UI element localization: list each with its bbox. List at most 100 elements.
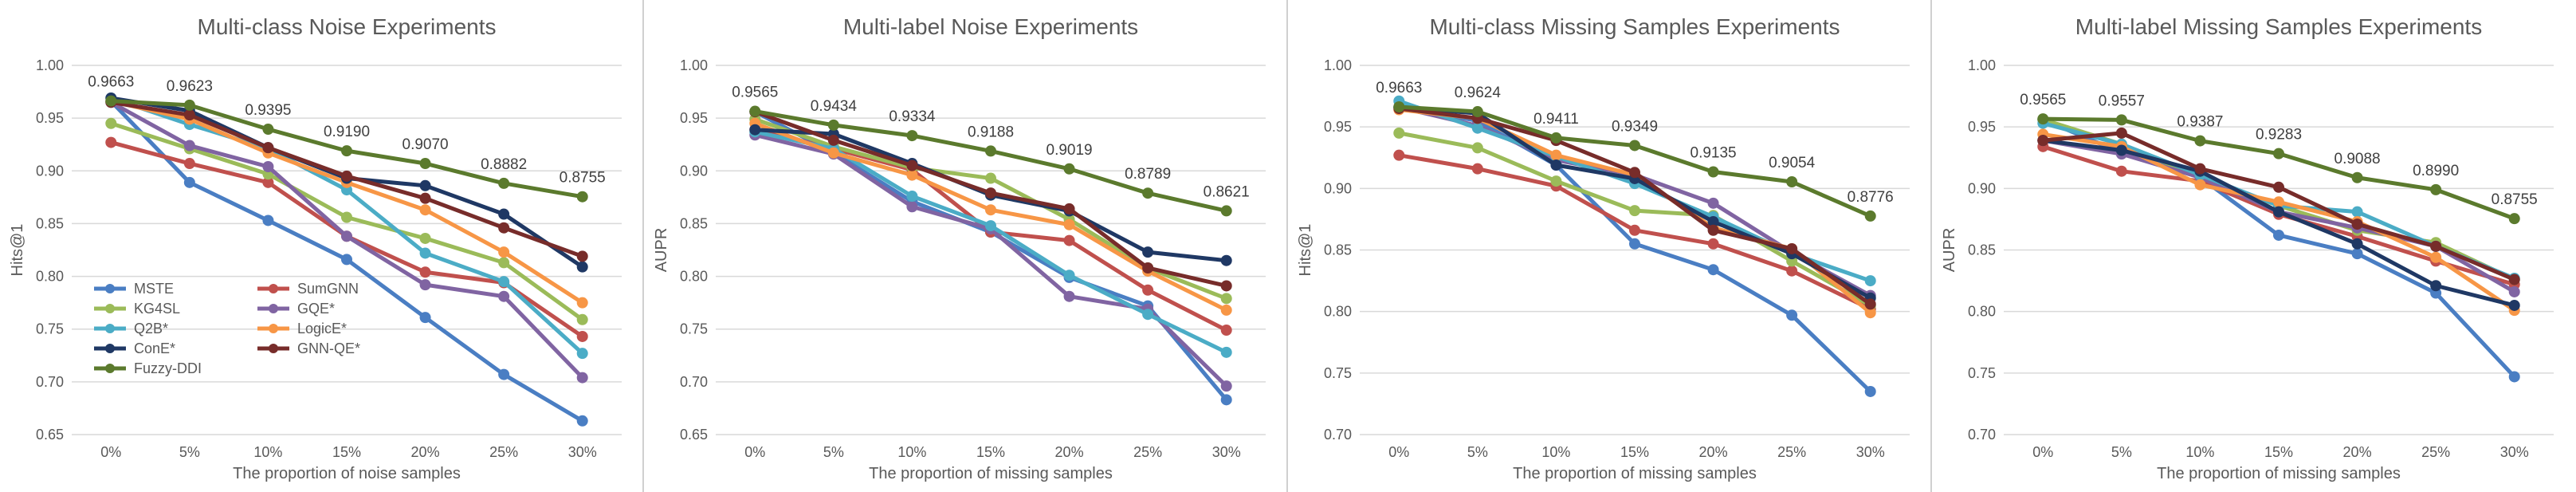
data-point <box>576 250 588 262</box>
x-tick-label: 5% <box>2111 444 2132 460</box>
data-point <box>1550 132 1562 144</box>
data-point <box>262 176 274 188</box>
series-cone <box>2037 135 2520 311</box>
data-point <box>1393 101 1405 113</box>
data-point <box>1707 238 1719 250</box>
data-point <box>341 145 352 157</box>
data-point <box>498 276 510 288</box>
data-point <box>1550 175 1562 187</box>
legend-label: ConE* <box>134 340 175 356</box>
chart-multi-label-noise: Multi-label Noise Experiments 0.65 0.70 0.7… <box>653 14 1266 482</box>
y-tick-label: 0.85 <box>1324 242 1352 258</box>
chart-panel-4: Multi-label Missing Samples Experiments 0… <box>1932 0 2576 492</box>
data-point <box>906 201 918 213</box>
data-point <box>1063 234 1075 246</box>
data-point <box>498 177 510 189</box>
y-tick-label: 1.00 <box>680 57 708 73</box>
data-point <box>262 215 274 226</box>
data-point <box>1220 394 1232 406</box>
data-point <box>576 191 588 203</box>
data-label: 0.8776 <box>1848 189 1894 206</box>
y-tick-label: 0.90 <box>680 163 708 179</box>
legend-marker <box>269 344 278 353</box>
data-point <box>1629 140 1640 152</box>
x-tick-label: 15% <box>332 444 361 460</box>
legend-label: Q2B* <box>134 321 168 337</box>
data-point <box>498 246 510 258</box>
data-point <box>419 179 431 191</box>
data-point <box>498 208 510 220</box>
legend-marker <box>269 284 278 293</box>
legend-label: GQE* <box>297 301 335 317</box>
data-point <box>2430 251 2442 263</box>
data-label: 0.9283 <box>2256 127 2302 144</box>
y-tick-label: 0.80 <box>1968 304 1996 320</box>
panel-divider <box>642 0 644 492</box>
data-point <box>419 158 431 170</box>
data-point <box>183 99 195 111</box>
legend-label: GNN-QE* <box>297 340 360 356</box>
legend-marker <box>269 324 278 333</box>
series-line <box>754 129 1227 355</box>
data-point <box>1629 167 1640 179</box>
data-label: 0.9411 <box>1533 111 1579 128</box>
data-point <box>105 136 117 148</box>
data-point <box>1220 205 1232 217</box>
legend-marker <box>269 304 278 313</box>
data-point <box>1550 149 1562 161</box>
data-point <box>1707 216 1719 228</box>
legend-item: MSTE <box>94 281 174 297</box>
data-label: 0.8755 <box>560 170 606 187</box>
chart-title: Multi-class Noise Experiments <box>198 14 497 39</box>
data-point <box>1471 106 1483 118</box>
series-fuzzy-ddi <box>1393 101 1876 222</box>
data-point <box>1220 293 1232 305</box>
data-point <box>906 159 918 171</box>
data-point <box>985 172 996 184</box>
legend-label: MSTE <box>134 281 174 297</box>
data-label: 0.9387 <box>2177 114 2223 131</box>
legend-item: GQE* <box>257 301 335 317</box>
data-point <box>985 204 996 216</box>
data-label: 0.9623 <box>167 78 213 95</box>
data-point <box>1063 290 1075 302</box>
data-point <box>2115 165 2127 177</box>
x-tick-label: 25% <box>1133 444 1162 460</box>
data-label: 0.9054 <box>1769 155 1816 171</box>
x-axis-label: The proportion of missing samples <box>869 465 1113 482</box>
x-tick-label: 20% <box>2343 444 2372 460</box>
x-tick-label: 10% <box>253 444 282 460</box>
x-tick-label: 25% <box>1777 444 1806 460</box>
chart-title: Multi-class Missing Samples Experiments <box>1429 14 1840 39</box>
data-point <box>1786 175 1798 187</box>
data-point <box>2351 238 2363 250</box>
data-point <box>2194 135 2206 147</box>
data-label: 0.9663 <box>88 74 134 91</box>
legend-item: GNN-QE* <box>257 340 360 356</box>
legend-marker <box>105 304 115 313</box>
series-fuzzy-ddi <box>749 105 1232 217</box>
data-point <box>1220 380 1232 392</box>
data-point <box>576 415 588 427</box>
data-point <box>985 145 996 157</box>
x-tick-label: 20% <box>411 444 440 460</box>
chart-panel-1: Multi-class Noise Experiments 0.65 0.70 0.7… <box>0 0 644 492</box>
data-point <box>419 266 431 278</box>
data-point <box>183 176 195 188</box>
legend-item: ConE* <box>94 340 175 356</box>
data-point <box>749 105 761 117</box>
y-tick-label: 0.85 <box>680 215 708 231</box>
data-point <box>2351 218 2363 230</box>
x-tick-label: 10% <box>897 444 926 460</box>
data-point <box>105 117 117 129</box>
data-point <box>906 191 918 203</box>
data-point <box>2351 206 2363 218</box>
data-point <box>1220 325 1232 337</box>
legend-item: Fuzzy-DDI <box>94 360 202 376</box>
data-label: 0.8789 <box>1125 166 1171 183</box>
data-label: 0.9434 <box>811 98 858 115</box>
data-point <box>2273 229 2284 241</box>
data-point <box>1220 304 1232 316</box>
data-point <box>2115 127 2127 139</box>
x-tick-label: 25% <box>489 444 518 460</box>
